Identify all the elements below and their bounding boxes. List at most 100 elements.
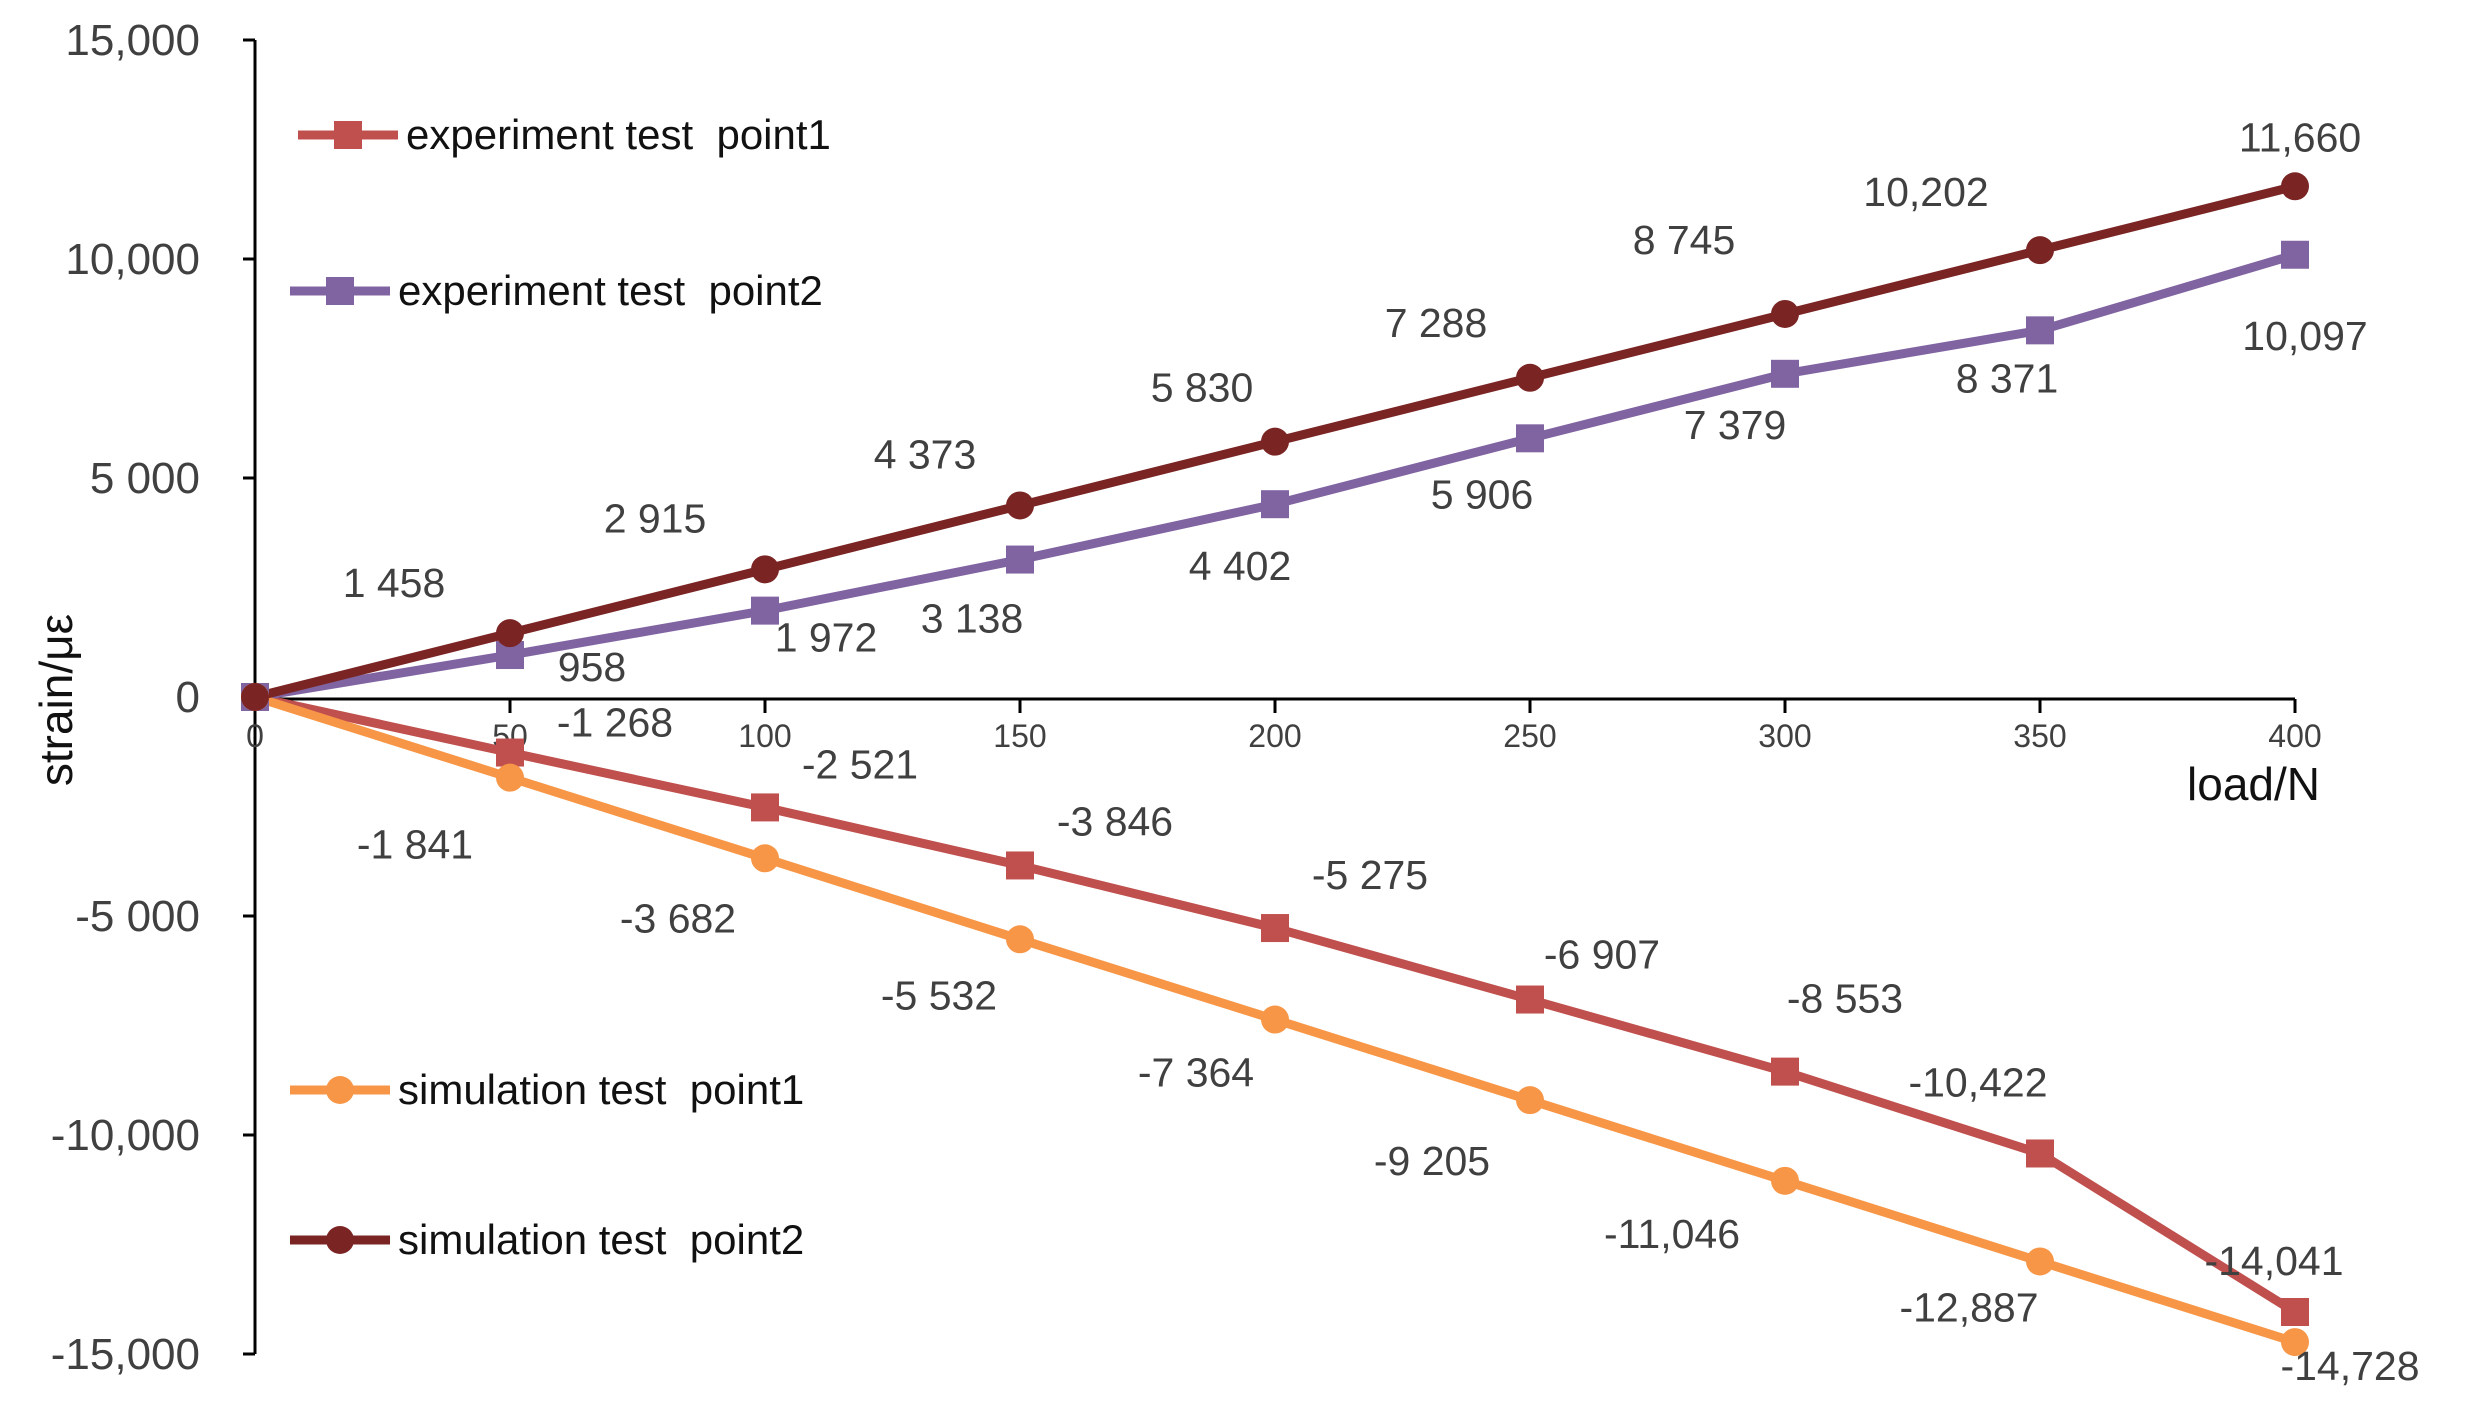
data-label: 4 402 <box>1189 543 1292 589</box>
tick-labels: 15,000 10,000 5 000 0 -5 000 -10,000 -15,000 0 5… <box>51 16 2322 1379</box>
data-label: 4 373 <box>874 431 977 477</box>
series-2-point <box>751 596 779 625</box>
y-tick-label: 15,000 <box>65 16 200 65</box>
data-label: 11,660 <box>2239 114 2361 160</box>
y-tick-label: 10,000 <box>65 235 200 284</box>
series-3-point <box>1771 1166 1799 1195</box>
series-2-point <box>1261 490 1289 519</box>
x-tick-label: 200 <box>1248 718 1301 754</box>
data-label: -5 532 <box>881 972 997 1018</box>
series-2-point <box>1006 545 1034 574</box>
series-1-point <box>496 738 524 767</box>
x-tick-label: 300 <box>1758 718 1811 754</box>
series-2-point <box>2281 240 2309 269</box>
y-tick-label: 5 000 <box>90 454 200 503</box>
data-label: 5 830 <box>1151 365 1254 411</box>
data-label: 2 915 <box>604 495 707 541</box>
legend-label: experiment test point1 <box>406 111 831 158</box>
data-label: -10,422 <box>1908 1059 2047 1105</box>
x-tick-label: 150 <box>993 718 1046 754</box>
legend-circle-marker <box>326 1076 354 1104</box>
data-label: 5 906 <box>1431 471 1534 517</box>
series-3-point <box>1261 1005 1289 1034</box>
x-axis-title: load/N <box>2187 758 2320 810</box>
data-label: -1 268 <box>557 700 673 746</box>
data-label: -1 841 <box>357 822 473 868</box>
legend-square-marker <box>326 277 354 305</box>
series-1-point <box>2281 1297 2309 1326</box>
series-1-point <box>1771 1057 1799 1086</box>
data-label: -7 364 <box>1138 1050 1254 1096</box>
x-tick-label: 250 <box>1503 718 1556 754</box>
legend: experiment test point1 experiment test po… <box>290 111 831 1263</box>
data-label: 958 <box>558 644 626 690</box>
x-tick-label: 350 <box>2013 718 2066 754</box>
series-3-point <box>496 763 524 792</box>
data-label: -9 205 <box>1374 1138 1490 1184</box>
data-label: -8 553 <box>1787 976 1903 1022</box>
data-label: -14,041 <box>2204 1238 2343 1284</box>
series-4-point <box>751 555 779 584</box>
y-axis-title: strain/με <box>30 614 82 786</box>
data-label: 1 458 <box>343 560 446 606</box>
x-tick-label: 0 <box>246 718 264 754</box>
series-3-point <box>2026 1247 2054 1276</box>
series-4-point <box>496 619 524 648</box>
data-label: -2 521 <box>802 741 918 787</box>
series-3-point <box>2281 1328 2309 1357</box>
legend-item: experiment test point1 <box>298 111 831 158</box>
series-1-point <box>1006 851 1034 880</box>
legend-circle-marker <box>326 1226 354 1254</box>
series-4-point <box>1771 299 1799 328</box>
legend-label: experiment test point2 <box>398 267 823 314</box>
data-label: 8 745 <box>1633 217 1736 263</box>
data-label: -11,046 <box>1604 1211 1740 1257</box>
data-label: -3 682 <box>620 895 736 941</box>
series-2-point <box>1771 359 1799 388</box>
legend-item: simulation test point2 <box>290 1216 804 1263</box>
y-tick-label: -10,000 <box>51 1111 200 1160</box>
y-tick-label: 0 <box>176 673 200 722</box>
axes <box>243 38 2297 1356</box>
series-4-point <box>2026 236 2054 265</box>
data-labels: -1 268 -2 521 -3 846 -5 275 -6 907 -8 553-10,… <box>343 114 2420 1389</box>
series-1-point <box>2026 1139 2054 1168</box>
legend-item: simulation test point1 <box>290 1066 804 1113</box>
series-1-point <box>751 793 779 822</box>
series-3-point <box>751 844 779 873</box>
y-tick-label: -5 000 <box>75 892 200 941</box>
series-line-2 <box>254 250 2297 702</box>
y-tick-label: -15,000 <box>51 1330 200 1379</box>
series-markers <box>241 172 2309 1357</box>
series-2-point <box>1516 424 1544 453</box>
series-1-point <box>1516 985 1544 1014</box>
data-label: 3 138 <box>921 596 1024 642</box>
series-4-point <box>241 683 269 711</box>
data-label: -14,728 <box>2280 1343 2419 1389</box>
series-4-point <box>1516 363 1544 392</box>
data-label: 10,097 <box>2242 313 2367 359</box>
series-4-point <box>1006 491 1034 520</box>
x-tick-label: 400 <box>2268 718 2321 754</box>
x-tick-label: 100 <box>738 718 791 754</box>
series-4-point <box>2281 172 2309 201</box>
data-label: -3 846 <box>1057 798 1173 844</box>
series-4-point <box>1261 427 1289 456</box>
series-3-point <box>1516 1086 1544 1115</box>
data-label: 8 371 <box>1956 355 2059 401</box>
data-label: 10,202 <box>1863 169 1988 215</box>
data-label: -12,887 <box>1899 1284 2038 1330</box>
series-1-point <box>1261 914 1289 943</box>
data-label: 7 379 <box>1684 402 1787 448</box>
legend-label: simulation test point2 <box>398 1216 804 1263</box>
data-label: 7 288 <box>1385 300 1488 346</box>
data-label: 1 972 <box>775 615 878 661</box>
series-2-point <box>2026 316 2054 345</box>
legend-item: experiment test point2 <box>290 267 823 314</box>
legend-square-marker <box>334 121 362 149</box>
legend-label: simulation test point1 <box>398 1066 804 1113</box>
data-label: -5 275 <box>1312 852 1428 898</box>
data-label: -6 907 <box>1544 932 1660 978</box>
series-3-point <box>1006 925 1034 954</box>
